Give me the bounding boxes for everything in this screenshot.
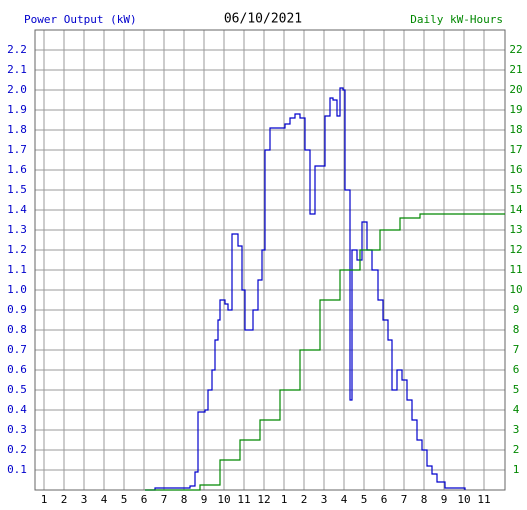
y-tick-label: 0.7 (7, 343, 27, 356)
y2-tick-label: 13 (509, 223, 522, 236)
y-tick-label: 1.3 (7, 223, 27, 236)
data-line (145, 213, 505, 491)
y2-tick-label: 5 (513, 383, 520, 396)
y2-tick-label: 7 (513, 343, 520, 356)
x-tick-label: 4 (341, 493, 348, 506)
x-tick-label: 7 (401, 493, 408, 506)
y-tick-label: 0.6 (7, 363, 27, 376)
x-tick-label: 10 (217, 493, 230, 506)
y2-tick-label: 4 (513, 403, 520, 416)
x-tick-label: 9 (201, 493, 208, 506)
y2-tick-label: 12 (509, 243, 522, 256)
y2-tick-label: 2 (513, 443, 520, 456)
x-tick-label: 1 (281, 493, 288, 506)
x-tick-label: 2 (301, 493, 308, 506)
y2-tick-label: 22 (509, 43, 522, 56)
y-tick-label: 0.8 (7, 323, 27, 336)
y-tick-label: 1.2 (7, 243, 27, 256)
y2-tick-label: 9 (513, 303, 520, 316)
y2-tick-label: 18 (509, 123, 522, 136)
y-tick-label: 1.5 (7, 183, 27, 196)
x-tick-label: 4 (101, 493, 108, 506)
y-tick-label: 0.2 (7, 443, 27, 456)
x-tick-label: 10 (457, 493, 470, 506)
x-tick-label: 7 (161, 493, 168, 506)
y2-tick-label: 19 (509, 103, 522, 116)
y-tick-label: 2.0 (7, 83, 27, 96)
y-axis-label: Power Output (kW) (24, 13, 137, 26)
chart-title: 06/10/2021 (224, 12, 302, 27)
y-tick-label: 0.4 (7, 403, 27, 416)
y2-tick-label: 21 (509, 63, 522, 76)
x-tick-label: 6 (381, 493, 388, 506)
y2-tick-label: 16 (509, 163, 522, 176)
x-tick-label: 9 (441, 493, 448, 506)
y-tick-label: 1.0 (7, 283, 27, 296)
plot-frame (34, 29, 506, 491)
y2-tick-label: 8 (513, 323, 520, 336)
y2-tick-label: 15 (509, 183, 522, 196)
y-tick-label: 1.8 (7, 123, 27, 136)
y-tick-label: 0.3 (7, 423, 27, 436)
x-tick-label: 5 (121, 493, 128, 506)
y2-tick-label: 11 (509, 263, 522, 276)
y-tick-label: 1.4 (7, 203, 27, 216)
y-tick-label: 1.1 (7, 263, 27, 276)
y-tick-label: 2.1 (7, 63, 27, 76)
y-tick-label: 0.1 (7, 463, 27, 476)
data-line (145, 87, 466, 491)
x-tick-label: 8 (421, 493, 428, 506)
x-tick-label: 2 (61, 493, 68, 506)
y-tick-label: 1.7 (7, 143, 27, 156)
y2-tick-label: 14 (509, 203, 523, 216)
y2-tick-label: 10 (509, 283, 522, 296)
y2-tick-label: 20 (509, 83, 522, 96)
y2-tick-label: 3 (513, 423, 520, 436)
y2-tick-label: 17 (509, 143, 522, 156)
x-tick-label: 11 (237, 493, 250, 506)
x-tick-label: 8 (181, 493, 188, 506)
y-tick-label: 1.6 (7, 163, 27, 176)
x-tick-label: 5 (361, 493, 368, 506)
x-tick-label: 3 (81, 493, 88, 506)
y2-axis-label: Daily kW-Hours (410, 13, 503, 26)
x-tick-label: 1 (41, 493, 48, 506)
y2-tick-label: 1 (513, 463, 520, 476)
x-tick-label: 12 (257, 493, 270, 506)
y2-tick-label: 6 (513, 363, 520, 376)
x-tick-label: 3 (321, 493, 328, 506)
x-tick-label: 11 (477, 493, 490, 506)
y-tick-label: 2.2 (7, 43, 27, 56)
x-tick-label: 6 (141, 493, 148, 506)
y-tick-label: 1.9 (7, 103, 27, 116)
y-tick-label: 0.5 (7, 383, 27, 396)
y-tick-label: 0.9 (7, 303, 27, 316)
